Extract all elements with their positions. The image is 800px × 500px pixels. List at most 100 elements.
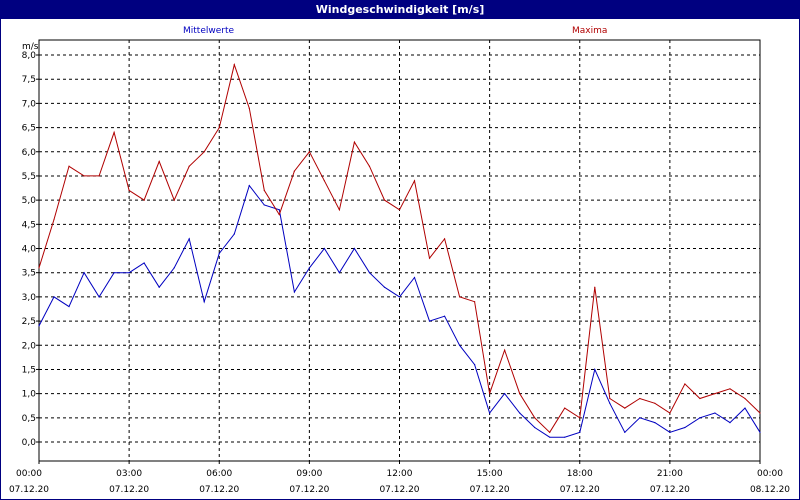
data-point xyxy=(458,344,461,346)
data-point xyxy=(443,315,446,317)
data-point xyxy=(504,393,506,395)
data-point xyxy=(353,141,356,143)
data-point xyxy=(173,199,175,201)
y-tick-label: 7,5 xyxy=(22,75,36,85)
axes: 0,0 0,5 1,0 1,5 2,0 2,5 3,0 3,5 4,0 4,5 5,0 5,5 6,0 6… xyxy=(9,39,790,495)
data-point xyxy=(98,296,100,298)
data-point xyxy=(53,218,55,221)
data-point xyxy=(203,151,205,153)
data-point xyxy=(188,238,190,240)
data-point xyxy=(474,301,476,303)
y-tick-label: 5,5 xyxy=(22,172,36,182)
data-point xyxy=(398,296,401,298)
y-tick-label: 3,0 xyxy=(22,293,37,303)
data-point xyxy=(519,393,521,395)
y-tick-label: 7,0 xyxy=(22,99,37,109)
x-tick-time: 00:00 xyxy=(16,469,42,479)
data-point xyxy=(83,175,85,177)
data-point xyxy=(609,402,611,404)
data-point xyxy=(98,175,100,177)
data-point xyxy=(669,431,671,433)
data-point xyxy=(684,383,686,385)
data-point xyxy=(143,199,145,201)
data-point xyxy=(83,272,85,274)
x-tick-time: 18:00 xyxy=(567,469,593,479)
data-point xyxy=(203,301,205,303)
y-tick-label: 4,5 xyxy=(22,220,36,230)
data-point xyxy=(579,431,581,433)
data-point xyxy=(534,426,536,429)
data-point xyxy=(263,204,265,206)
data-point xyxy=(519,412,521,414)
data-point xyxy=(248,185,250,187)
y-tick-label: 6,5 xyxy=(22,124,36,134)
data-point xyxy=(323,180,325,182)
data-point xyxy=(579,417,581,419)
data-point xyxy=(428,320,431,322)
data-point xyxy=(113,272,115,274)
x-tick-time: 03:00 xyxy=(116,469,142,479)
data-point xyxy=(293,291,295,293)
data-point xyxy=(759,431,761,433)
data-point xyxy=(714,393,716,395)
x-tick-time: 15:00 xyxy=(477,469,503,479)
data-point xyxy=(173,267,175,269)
x-tick-date: 08.12.20 xyxy=(750,485,790,495)
data-point xyxy=(489,393,491,395)
data-point xyxy=(218,126,220,129)
data-point xyxy=(624,431,626,433)
data-point xyxy=(308,267,310,269)
data-point xyxy=(474,364,476,366)
data-point xyxy=(38,325,40,327)
data-point xyxy=(263,189,265,192)
data-point xyxy=(158,286,160,288)
y-tick-label: 4,0 xyxy=(22,245,37,255)
y-tick-label: 1,0 xyxy=(22,390,37,400)
data-point xyxy=(383,286,386,288)
data-point xyxy=(489,412,491,414)
y-tick-label: 5,0 xyxy=(22,196,37,206)
data-point xyxy=(278,214,280,216)
x-tick-time: 06:00 xyxy=(206,469,232,479)
data-point xyxy=(654,402,656,404)
y-tick-label: 2,5 xyxy=(22,317,36,327)
data-point xyxy=(428,257,431,259)
data-point xyxy=(594,286,596,288)
data-point xyxy=(443,238,446,240)
data-point xyxy=(383,199,386,201)
data-point xyxy=(564,436,566,438)
data-point xyxy=(759,412,761,414)
data-point xyxy=(68,165,70,167)
data-point xyxy=(609,397,611,400)
data-point xyxy=(323,247,325,250)
y-tick-label: 8,0 xyxy=(22,51,37,61)
y-tick-label: 2,0 xyxy=(22,341,37,351)
data-point xyxy=(143,262,145,264)
data-point xyxy=(353,247,356,250)
data-point xyxy=(413,276,416,279)
data-point xyxy=(413,180,416,182)
data-point xyxy=(338,209,341,211)
x-tick-time: 00:00 xyxy=(757,469,783,479)
grid xyxy=(39,40,760,461)
x-tick-date: 07.12.20 xyxy=(289,485,329,495)
legend-mean: Mittelwerte xyxy=(183,26,235,36)
data-point xyxy=(248,107,250,109)
data-point xyxy=(233,233,235,235)
y-tick-label: 1,5 xyxy=(22,365,36,375)
y-tick-label: 6,0 xyxy=(22,148,37,158)
data-point xyxy=(53,296,55,298)
data-point xyxy=(68,305,70,308)
x-tick-date: 07.12.20 xyxy=(109,485,149,495)
x-tick-date: 07.12.20 xyxy=(199,485,239,495)
y-tick-label: 3,5 xyxy=(22,269,36,279)
series-layer xyxy=(38,62,761,438)
y-tick-label: 0,5 xyxy=(22,414,36,424)
data-point xyxy=(128,189,130,192)
data-point xyxy=(158,160,160,163)
x-tick-time: 12:00 xyxy=(387,469,413,479)
x-tick-date: 07.12.20 xyxy=(379,485,419,495)
data-point xyxy=(278,209,280,211)
data-point xyxy=(534,417,536,419)
x-tick-time: 09:00 xyxy=(296,469,322,479)
